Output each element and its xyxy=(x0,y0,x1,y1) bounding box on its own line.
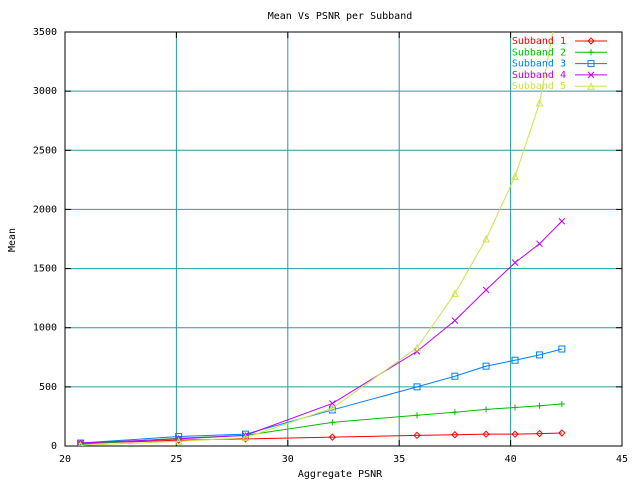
plot-border xyxy=(64,31,623,447)
chart-title: Mean Vs PSNR per Subband xyxy=(268,11,413,22)
series-line xyxy=(80,220,563,444)
marker xyxy=(241,433,250,442)
marker xyxy=(482,430,490,438)
marker xyxy=(451,409,458,416)
y-tick-label: 500 xyxy=(39,382,57,393)
y-tick-label: 3000 xyxy=(33,86,57,97)
legend-marker xyxy=(587,71,595,79)
marker xyxy=(329,419,336,426)
marker xyxy=(558,401,565,408)
marker xyxy=(511,356,519,364)
marker xyxy=(482,362,490,370)
y-tick-label: 1500 xyxy=(33,264,57,275)
legend-marker xyxy=(587,60,595,68)
marker xyxy=(451,289,459,297)
marker xyxy=(483,406,490,413)
y-tick-label: 2500 xyxy=(33,145,57,156)
legend-label: Subband 4 xyxy=(512,70,566,81)
series-line xyxy=(80,348,562,444)
marker xyxy=(535,429,544,438)
legend-marker xyxy=(588,49,594,56)
marker xyxy=(328,404,337,412)
marker xyxy=(558,345,566,353)
marker xyxy=(329,400,336,407)
marker xyxy=(451,372,459,380)
legend-label: Subband 2 xyxy=(512,47,566,58)
marker xyxy=(413,343,421,352)
x-tick-label: 35 xyxy=(393,454,405,465)
marker xyxy=(511,430,519,438)
x-axis-label: Aggregate PSNR xyxy=(298,469,383,480)
legend-marker xyxy=(587,37,595,45)
marker xyxy=(511,172,519,180)
x-tick-label: 30 xyxy=(282,454,294,465)
marker xyxy=(328,406,336,414)
series-line xyxy=(80,32,554,446)
series xyxy=(77,217,566,446)
marker xyxy=(511,259,519,267)
marker xyxy=(413,383,421,391)
marker xyxy=(78,441,83,446)
marker xyxy=(558,217,566,225)
marker xyxy=(535,98,544,107)
marker xyxy=(174,437,183,445)
marker xyxy=(536,402,543,409)
marker xyxy=(482,234,490,243)
legend-label: Subband 5 xyxy=(512,81,566,92)
marker xyxy=(328,433,337,441)
marker xyxy=(482,286,490,294)
y-axis-label: Mean xyxy=(7,228,18,252)
y-tick-label: 3500 xyxy=(33,27,57,38)
x-tick-label: 25 xyxy=(170,454,182,465)
marker xyxy=(451,317,459,324)
series xyxy=(78,32,554,446)
marker xyxy=(451,431,459,439)
legend-label: Subband 1 xyxy=(512,36,566,47)
marker xyxy=(536,240,543,248)
x-tick-label: 20 xyxy=(59,454,71,465)
legend-label: Subband 3 xyxy=(512,59,566,70)
y-tick-label: 1000 xyxy=(33,323,57,334)
y-tick-label: 2000 xyxy=(33,204,57,215)
legend-marker xyxy=(587,82,595,90)
x-tick-label: 40 xyxy=(505,454,517,465)
marker xyxy=(413,431,421,440)
marker xyxy=(536,351,544,359)
marker xyxy=(512,404,519,411)
y-tick-label: 0 xyxy=(51,441,57,452)
x-tick-label: 45 xyxy=(616,454,628,465)
marker xyxy=(414,412,421,419)
marker xyxy=(558,429,566,437)
